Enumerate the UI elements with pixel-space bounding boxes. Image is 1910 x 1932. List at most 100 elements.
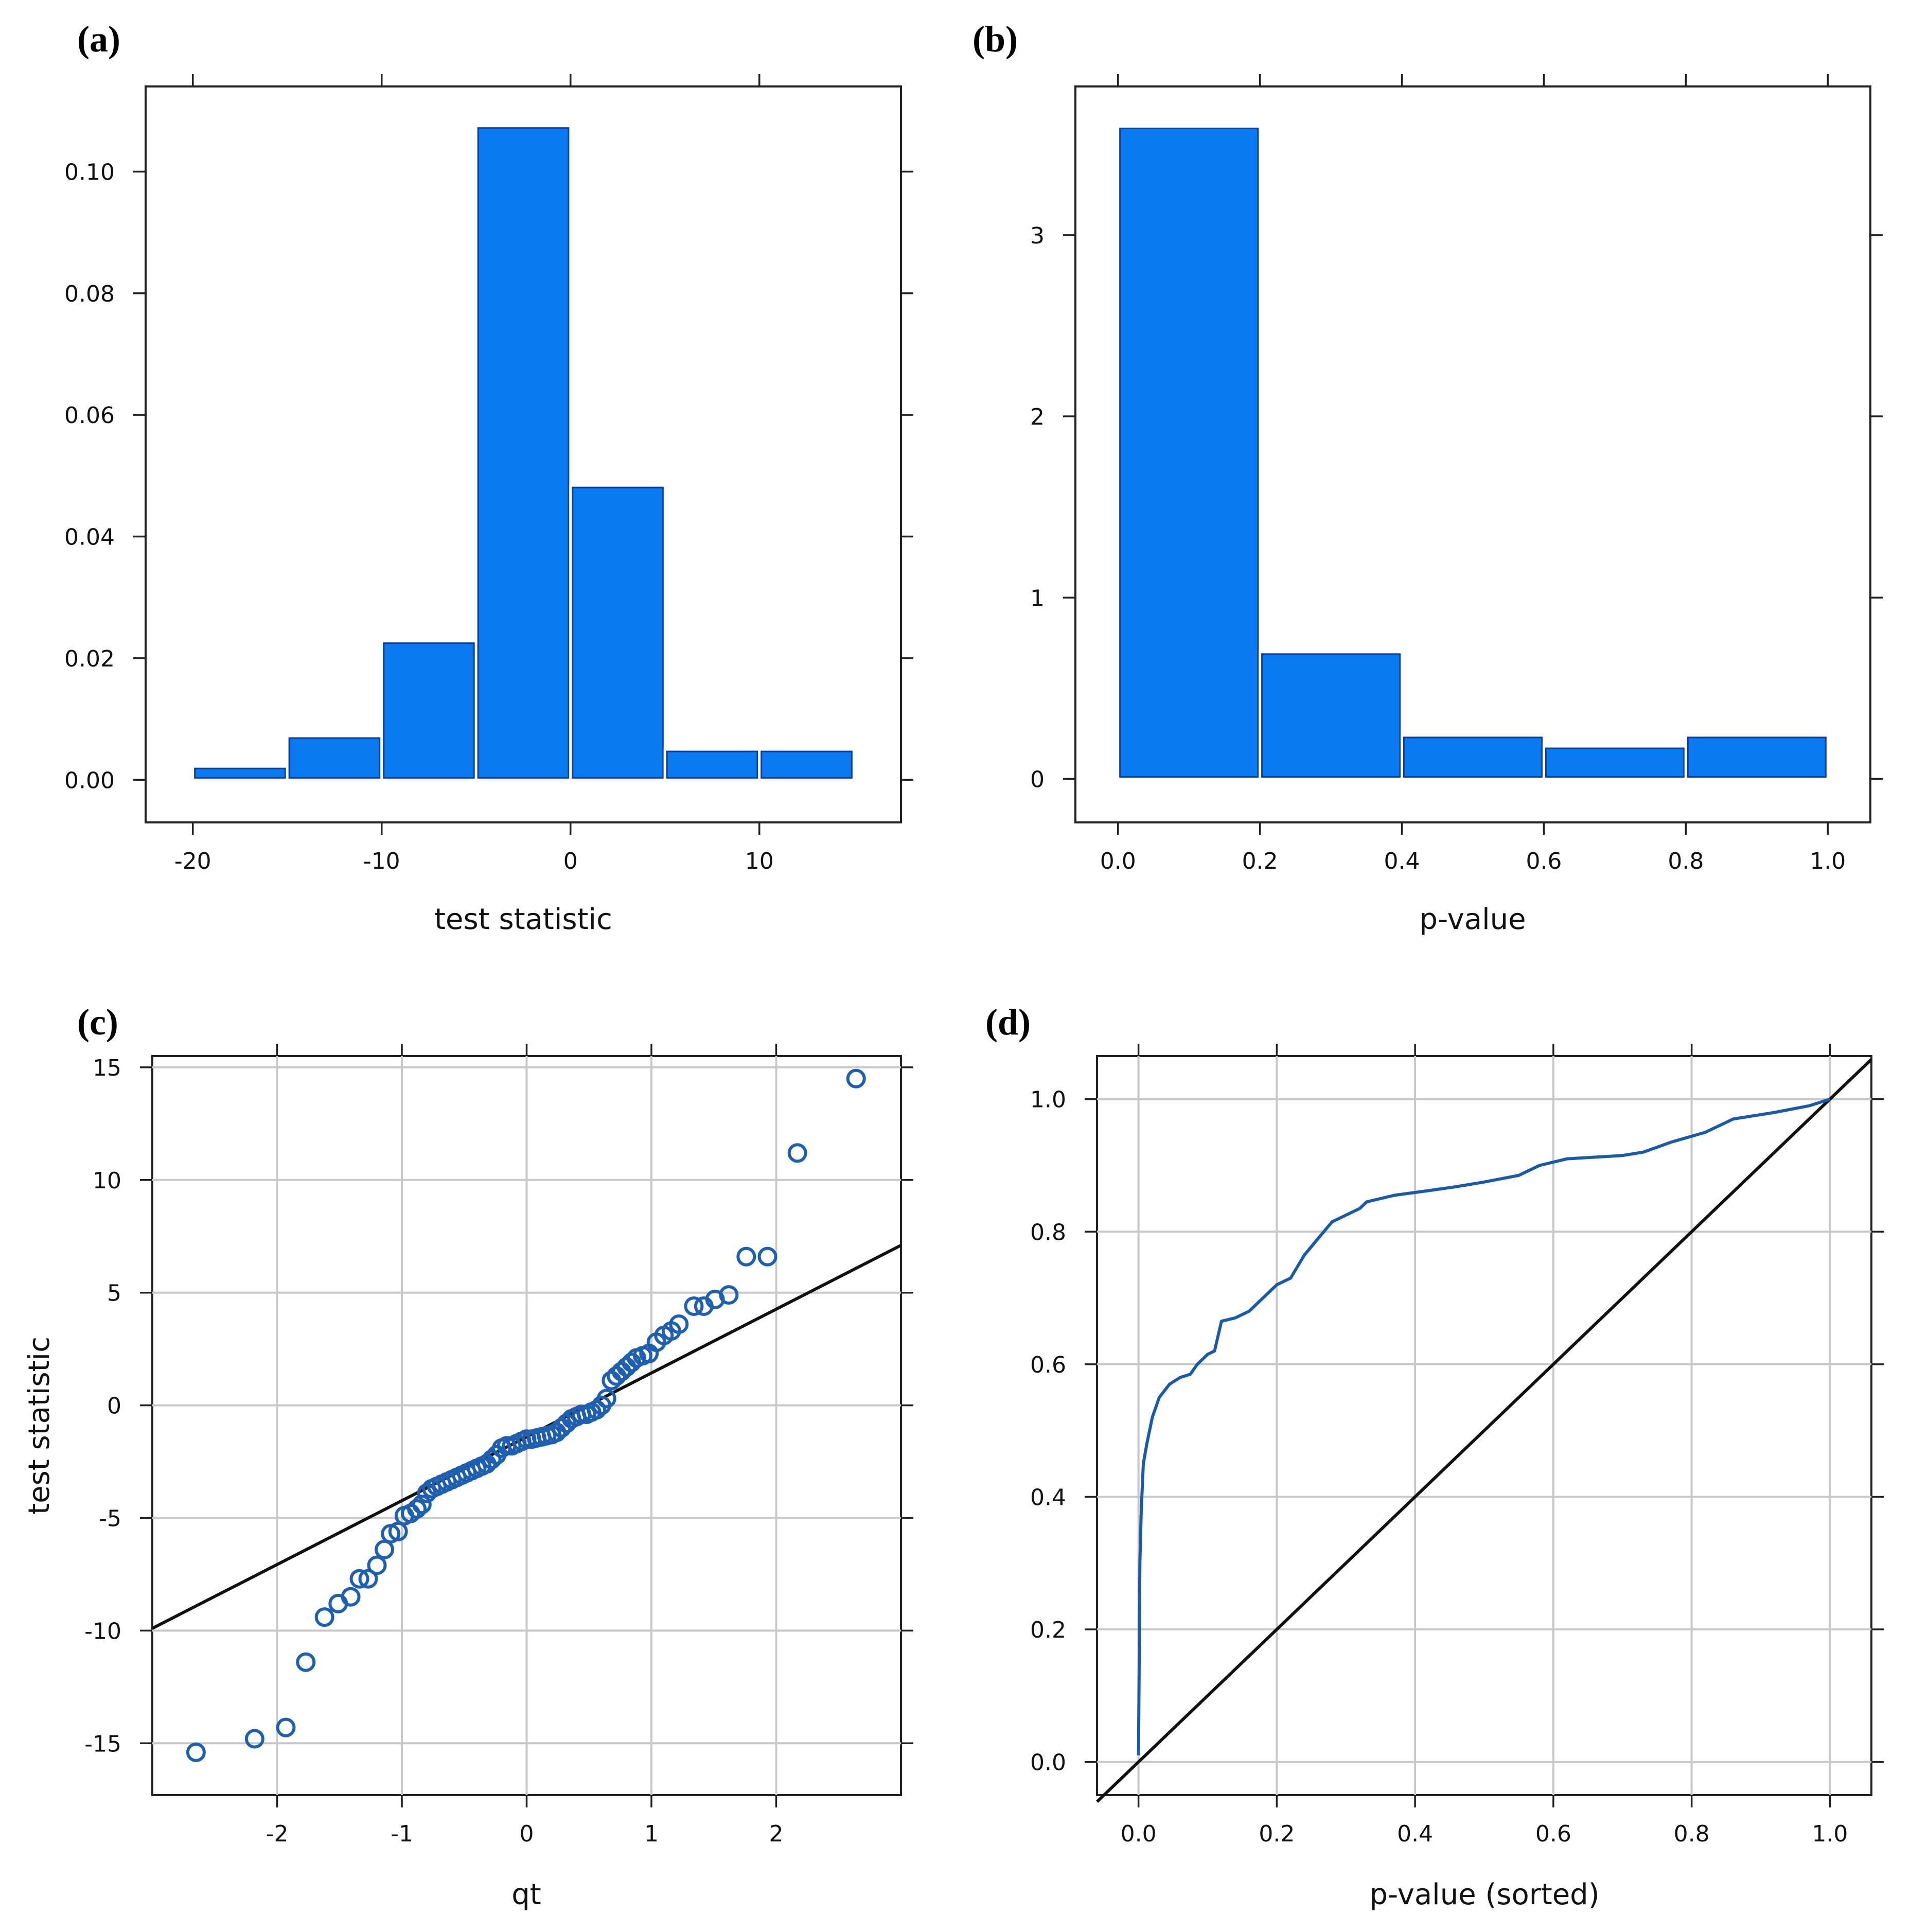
panel-d-reference-line-segment — [1095, 1058, 1873, 1803]
panel-d-y-tick-label: 0.4 — [1030, 1484, 1066, 1511]
panel-a-y-tick-label: 0.10 — [64, 159, 115, 185]
panel-d-x-tick-label: 1.0 — [1812, 1821, 1848, 1847]
panel-b-frame — [1074, 85, 1871, 823]
panel-b-y-tick-label: 3 — [1030, 223, 1045, 249]
panel-d-x-tick-label: 0.8 — [1674, 1821, 1710, 1847]
panel-c-y-tick-label: -5 — [99, 1506, 121, 1532]
panel-c-x-tick-label: 1 — [644, 1821, 659, 1847]
panel-d-grid — [1097, 1056, 1871, 1795]
panel-a-y-tick-label: 0.04 — [64, 524, 115, 551]
panel-a-bar — [286, 734, 383, 781]
panel-c-point — [596, 1389, 616, 1409]
panel-b-y-tick-label: 0 — [1030, 766, 1045, 793]
panel-c-point — [388, 1521, 408, 1541]
panel-b-y-tick-label: 2 — [1030, 404, 1045, 430]
panel-b-x-tick-label: 1.0 — [1810, 848, 1846, 874]
panel-c-point — [736, 1246, 756, 1267]
panel-c-y-tick-label: -15 — [84, 1731, 121, 1757]
panel-a-bar — [758, 748, 855, 781]
panel-a-bar — [663, 748, 761, 781]
panel-c-point — [757, 1246, 777, 1267]
panel-c-point — [296, 1652, 316, 1672]
panel-b-bar-edge — [1687, 736, 1827, 778]
panel-d-x-tick-label: 0.0 — [1121, 1821, 1157, 1847]
panel-c-y-axis-title: test statistic — [23, 1337, 56, 1515]
panel-b-bar — [1259, 651, 1404, 780]
panel-c-y-tick-label: 5 — [107, 1280, 121, 1307]
panel-d-y-tick-label: 0.0 — [1030, 1750, 1066, 1776]
panel-b-x-tick-label: 0.4 — [1384, 848, 1420, 874]
panel-a-x-tick-label: 10 — [745, 848, 774, 874]
panel-c-x-tick-label: 0 — [520, 1821, 534, 1847]
panel-c-point — [407, 1499, 427, 1519]
panel-c-x-tick-label: -1 — [391, 1821, 413, 1847]
panel-a-bar-edge — [383, 642, 475, 779]
panel-d-reference-line — [1095, 1058, 1873, 1803]
panel-a-bar-edge — [194, 767, 286, 779]
panel-c-letter: (c) — [77, 1002, 118, 1043]
panel-b-bar-edge — [1403, 736, 1543, 778]
panel-a-y-tick-label: 0.08 — [64, 281, 115, 307]
panel-b-x-tick-label: 0.8 — [1668, 848, 1704, 874]
panel-a-bar-edge — [761, 750, 853, 779]
panel-a-x-tick-label: 0 — [563, 848, 578, 874]
panel-a-bar-edge — [288, 737, 381, 779]
panel-a-bar — [569, 484, 666, 781]
panel-d-y-tick-label: 0.6 — [1030, 1352, 1066, 1378]
panel-d-y-tick-label: 1.0 — [1030, 1087, 1066, 1113]
panel-c-x-axis-title: qt — [511, 1878, 541, 1911]
panel-a-axes: -20 -10 0 10 0.00 0.02 0.04 0.06 0.08 0.10 — [64, 74, 913, 874]
panel-c-point — [412, 1495, 432, 1515]
panel-b-bar — [1542, 745, 1687, 780]
panel-c-point — [358, 1569, 378, 1589]
panel-b-bars — [1117, 125, 1829, 780]
panel-c-point — [684, 1296, 704, 1316]
panel-b-x-tick-label: 0.2 — [1242, 848, 1278, 874]
panel-a-bar-edge — [477, 127, 570, 779]
panel-b-bar-edge — [1545, 747, 1685, 778]
panel-a-bar — [474, 125, 572, 781]
panel-a-bar-edge — [666, 750, 758, 779]
panel-d-y-tick-label: 0.2 — [1030, 1617, 1066, 1643]
panel-a-y-tick-label: 0.00 — [64, 767, 115, 794]
panel-c-point — [244, 1729, 264, 1749]
panel-c-point — [719, 1285, 739, 1305]
panel-c-point — [787, 1143, 807, 1163]
panel-c-point — [186, 1742, 206, 1762]
panel-c-y-tick-label: 0 — [107, 1393, 121, 1419]
panel-c-x-tick-label: 2 — [769, 1821, 784, 1847]
panel-c-point — [349, 1569, 369, 1589]
panel-b-x-axis-title: p-value — [1419, 903, 1526, 936]
panel-c-point — [367, 1555, 387, 1575]
panel-a-x-axis-title: test statistic — [434, 903, 612, 936]
panel-b-bar — [1684, 734, 1829, 780]
panel-b-y-tick-label: 1 — [1030, 585, 1045, 611]
panel-d: (d) 0.0 0.2 0.4 0.6 0.8 1.0 0.0 0.2 0.4 0.6 0.8 1.0… — [985, 1002, 1884, 1911]
panel-c-x-tick-label: -2 — [266, 1821, 289, 1847]
panel-d-frame — [1096, 1055, 1872, 1796]
panel-d-x-tick-label: 0.6 — [1535, 1821, 1571, 1847]
panel-c-points — [186, 1068, 866, 1762]
panel-a-frame — [145, 85, 902, 823]
panel-a-bars — [191, 125, 855, 781]
panel-c-y-tick-label: -10 — [84, 1618, 121, 1644]
panel-a-bar-edge — [572, 486, 664, 779]
panel-b-axes: 0.0 0.2 0.4 0.6 0.8 1.0 0 1 2 3 — [1030, 74, 1883, 874]
panel-a-bar — [380, 640, 478, 781]
panel-b-bar — [1117, 125, 1262, 780]
panel-c-y-tick-label: 10 — [93, 1168, 121, 1194]
panel-c-point — [276, 1717, 296, 1737]
panel-c-point — [587, 1400, 607, 1420]
panel-d-x-tick-label: 0.2 — [1259, 1821, 1295, 1847]
panel-b-bar — [1401, 734, 1545, 780]
panel-a-x-tick-label: -20 — [174, 848, 211, 874]
panel-a-y-tick-label: 0.02 — [64, 646, 115, 672]
panel-c-point — [314, 1607, 334, 1627]
panel-a-x-tick-label: -10 — [363, 848, 400, 874]
panel-b-x-tick-label: 0.6 — [1526, 848, 1562, 874]
panel-a-letter: (a) — [77, 19, 120, 60]
panel-d-curve — [1137, 1097, 1831, 1755]
